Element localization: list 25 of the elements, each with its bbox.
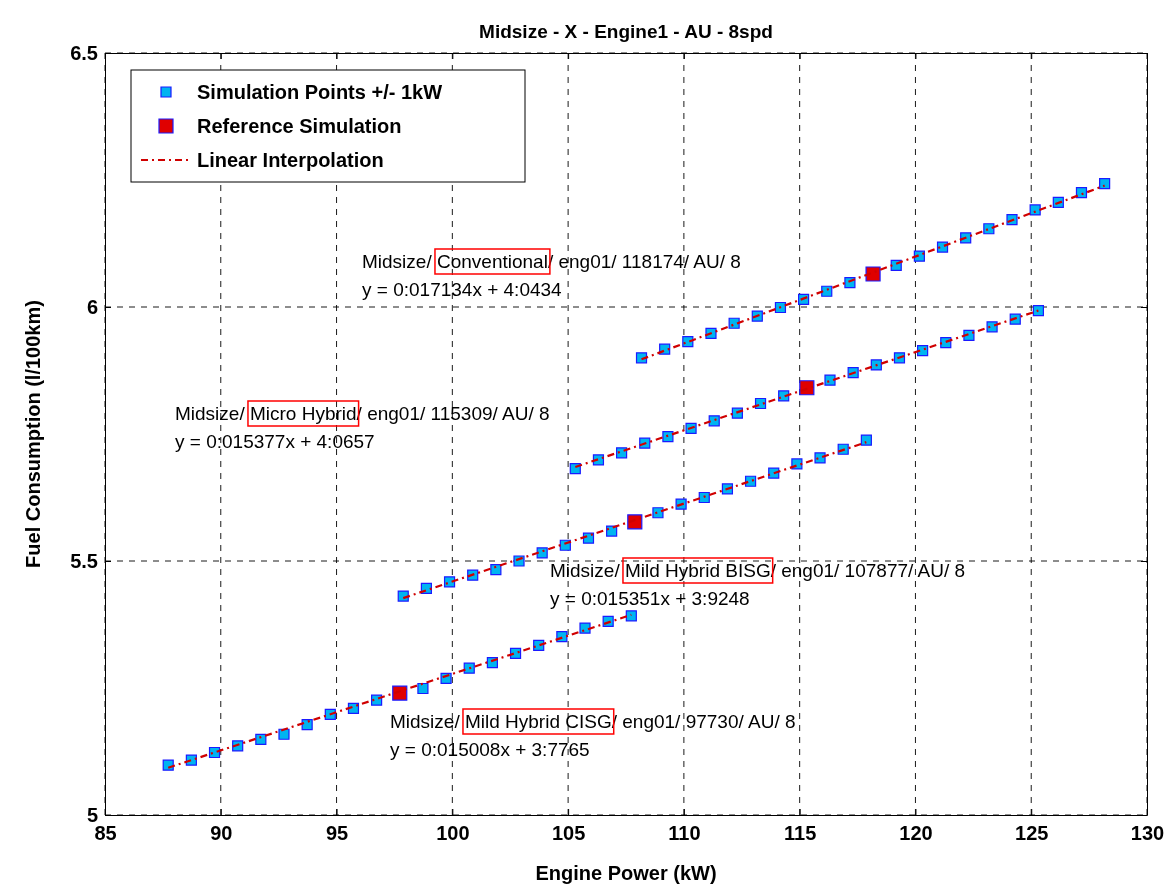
- legend-label: Reference Simulation: [197, 115, 402, 137]
- x-tick-label: 120: [899, 822, 933, 844]
- x-tick-label: 110: [668, 822, 701, 844]
- point: [865, 266, 881, 282]
- x-tick-label: 115: [784, 822, 817, 844]
- x-tick-label: 90: [210, 822, 233, 844]
- y-tick-label: 6.5: [70, 41, 98, 64]
- annotation: y = 0:015008x + 3:7765: [390, 739, 590, 760]
- chart-title: Midsize - X - Engine1 - AU - 8spd: [479, 21, 773, 42]
- annotation: y = 0:015377x + 4:0657: [175, 431, 375, 452]
- y-tick-label: 5.5: [70, 549, 98, 572]
- legend-label: Simulation Points +/- 1kW: [197, 81, 443, 103]
- x-tick-label: 125: [1015, 822, 1049, 844]
- point: [627, 514, 643, 530]
- x-axis-title: Engine Power (kW): [535, 862, 717, 884]
- x-tick-label: 100: [436, 822, 470, 844]
- annotation: y = 0:017134x + 4:0434: [362, 279, 563, 300]
- x-tick-label: 105: [551, 822, 586, 844]
- legend-label: Linear Interpolation: [197, 149, 384, 171]
- point: [799, 380, 815, 396]
- x-tick-label: 130: [1130, 822, 1165, 844]
- annotation: y = 0:015351x + 3:9248: [550, 588, 750, 609]
- y-axis-title: Fuel Consumption (l/100km): [22, 300, 44, 568]
- y-tick-label: 6: [86, 295, 98, 318]
- x-tick-label: 95: [325, 822, 349, 844]
